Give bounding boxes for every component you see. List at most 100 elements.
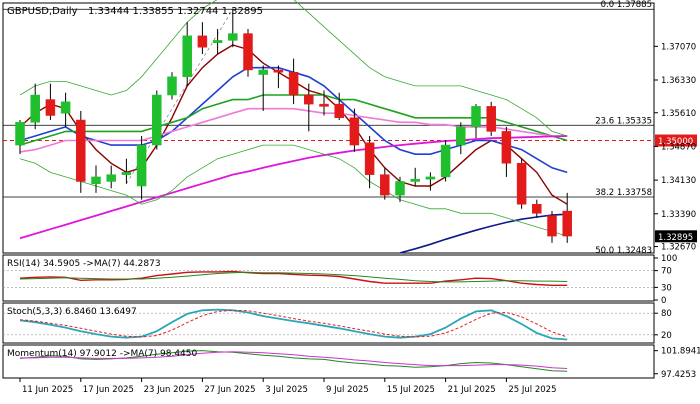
candle-body: [136, 144, 147, 187]
stoch-panel-border: [2, 302, 655, 344]
candle-body: [258, 69, 268, 75]
date-tick-label: 3 Jul 2025: [265, 385, 308, 395]
series-line-k: [19, 308, 568, 341]
candle: [136, 135, 147, 200]
panel-tick-label: 30: [661, 283, 672, 293]
candle-body: [380, 174, 390, 196]
date-tick-label: 9 Jul 2025: [326, 385, 369, 395]
candle: [243, 29, 253, 77]
candle-body: [45, 99, 56, 116]
rsi-panel-border: [2, 254, 655, 302]
candle: [182, 22, 192, 86]
candle-body: [106, 174, 116, 182]
candle-body: [167, 76, 177, 96]
ma-line-bollinger_lower: [19, 144, 568, 237]
momentum-lines: 101.8941 97.4253: [19, 347, 700, 380]
fib-level-label: 23.6 1.35335: [595, 116, 652, 126]
candle-body: [516, 163, 527, 205]
candle: [319, 90, 329, 116]
price-tick-label: 1.34870: [661, 142, 696, 152]
candle: [486, 101, 496, 136]
candle-body: [182, 35, 192, 78]
candle: [349, 108, 360, 152]
candle-body: [486, 106, 496, 132]
candle-body: [501, 131, 512, 164]
stoch-title: Stoch(5,3,3) 6.8460 13.6497: [7, 307, 137, 317]
candle-body: [152, 94, 162, 146]
candle: [152, 90, 162, 150]
momentum-panel-border: [2, 344, 655, 379]
series-line-momentum_ma: [20, 351, 568, 369]
stoch-lines: 80 20: [3, 308, 672, 341]
candle: [167, 72, 177, 100]
candle: [212, 29, 223, 55]
series-line-rsi: [19, 270, 568, 286]
candle-body: [395, 181, 405, 196]
candle-body: [30, 94, 40, 123]
candle: [76, 110, 86, 193]
candle: [91, 165, 101, 193]
candle-body: [76, 119, 86, 182]
price-tick-label: 1.35610: [661, 109, 696, 119]
candles: [15, 8, 572, 243]
candle-body: [410, 178, 420, 182]
panel-tick-label: 100: [661, 254, 677, 264]
fib-level-label: 0.0 1.37885: [601, 0, 652, 10]
candle-body: [349, 117, 360, 146]
ma-line-navy: [399, 213, 568, 254]
price-panel-border: [2, 2, 655, 254]
panel-tick-label: 97.4253: [661, 370, 696, 380]
candle: [60, 92, 71, 127]
candle: [440, 140, 451, 182]
panel-tick-label: 0: [661, 296, 666, 306]
candle: [380, 167, 390, 200]
date-tick-label: 23 Jun 2025: [144, 385, 195, 395]
candle: [15, 120, 25, 155]
ma-line-bollinger_upper: [19, 0, 568, 137]
candle: [456, 122, 466, 155]
candle: [501, 126, 512, 177]
candle: [273, 65, 284, 89]
price-axis: 1.37070 1.36330 1.35610 1.34870 1.34130 1.333…: [654, 42, 697, 253]
candle-body: [334, 103, 344, 119]
candle: [471, 104, 481, 139]
panel-tick-label: 20: [661, 331, 672, 341]
candle: [288, 58, 299, 105]
momentum-title: Momentum(14) 97.9012 ->MA(7) 98.4450: [7, 349, 198, 359]
current-price-badge: [655, 230, 697, 243]
ohlc-label: 1.33444 1.33855 1.32744 1.32895: [88, 6, 263, 17]
candle: [395, 176, 405, 202]
candle-body: [364, 142, 375, 175]
candle-body: [562, 210, 572, 237]
symbol-label: GBPUSD,Daily: [7, 6, 78, 17]
candle-body: [197, 35, 208, 48]
date-tick-label: 11 Jun 2025: [22, 385, 73, 395]
series-line-d: [19, 309, 568, 338]
date-axis: 11 Jun 2025 17 Jun 2025 23 Jun 2025 27 Jun …: [19, 378, 557, 395]
date-tick-label: 15 Jul 2025: [387, 385, 435, 395]
candle: [45, 83, 56, 121]
candle: [106, 165, 116, 189]
momentum-panel: 101.8941 97.4253 Momentum(14) 97.9012 ->M…: [2, 344, 700, 380]
candle-body: [471, 106, 481, 128]
candle-body: [288, 72, 299, 96]
candle-body: [547, 215, 557, 237]
candle-body: [121, 172, 132, 175]
candle: [304, 83, 314, 132]
candle-body: [440, 144, 451, 178]
date-tick-label: 17 Jun 2025: [83, 385, 134, 395]
stoch-panel: 80 20 Stoch(5,3,3) 6.8460 13.6497: [2, 302, 672, 344]
candle: [364, 135, 375, 189]
date-tick-label: 21 Jul 2025: [448, 385, 496, 395]
fib-level-label: 38.2 1.33758: [595, 188, 652, 198]
candle-body: [532, 203, 542, 214]
ma-line-magenta: [19, 135, 568, 240]
candle: [228, 8, 238, 48]
candle: [425, 172, 436, 191]
candle: [516, 158, 527, 209]
price-tick-label: 1.34130: [661, 176, 696, 186]
candle: [121, 158, 132, 184]
